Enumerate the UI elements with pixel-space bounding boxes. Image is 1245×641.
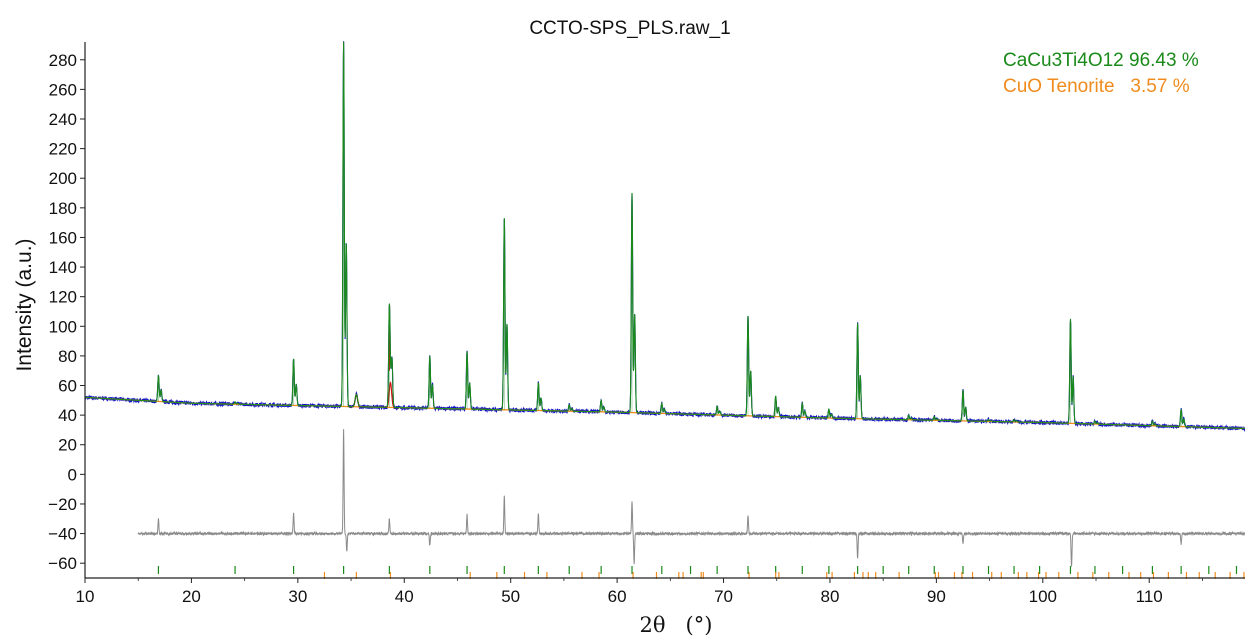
x-tick-label-80: 80 [820,587,839,606]
axes-layer [80,42,1245,583]
x-tick-label-40: 40 [395,587,414,606]
x-axis-label: 2θ (°) [640,613,713,637]
y-tick-label-120: 120 [49,288,77,307]
y-tick-label--40: −40 [48,525,77,544]
x-tick-label-90: 90 [927,587,946,606]
background-curve [84,396,1245,430]
y-tick-label-200: 200 [49,169,77,188]
x-tick-label-60: 60 [608,587,627,606]
y-tick-label-20: 20 [58,436,77,455]
x-tick-label-30: 30 [288,587,307,606]
legend-entry-cuo-tenorite: CuO Tenorite 3.57 % [1003,76,1190,97]
difference-curve [137,429,1245,567]
x-tick-label-100: 100 [1029,587,1057,606]
y-tick-label-180: 180 [49,199,77,218]
x-tick-label-110: 110 [1136,587,1163,606]
y-tick-label-160: 160 [49,228,77,247]
x-tick-label-20: 20 [182,587,201,606]
y-tick-label-80: 80 [58,347,77,366]
cuo-peak-1 [381,381,399,409]
series-layer [84,41,1245,579]
x-tick-label-70: 70 [714,587,733,606]
y-tick-label-220: 220 [49,140,77,159]
y-tick-label-0: 0 [68,465,77,484]
chart-title: CCTO-SPS_PLS.raw_1 [529,18,730,39]
y-tick-label-280: 280 [49,51,77,70]
y-axis-label: Intensity (a.u.) [13,238,36,371]
y-tick-label-40: 40 [58,406,77,425]
y-tick-label-240: 240 [49,110,77,129]
legend-entry-cacu3ti4o12: CaCu3Ti4O12 96.43 % [1003,50,1199,71]
y-tick-label-140: 140 [49,258,77,277]
y-tick-label-100: 100 [49,317,77,336]
y-tick-label-60: 60 [58,377,77,396]
legend: CaCu3Ti4O12 96.43 % CuO Tenorite 3.57 % [1003,50,1199,97]
x-tick-label-50: 50 [501,587,520,606]
x-tick-label-10: 10 [76,587,95,606]
y-tick-label--60: −60 [48,554,77,573]
y-tick-label--20: −20 [48,495,77,514]
tick-labels: −60 −40 −20 0 20 40 60 80 100 120 140 160 180 200 220 2… [48,51,1163,606]
y-tick-label-260: 260 [49,80,77,99]
calculated-curve [84,41,1245,429]
